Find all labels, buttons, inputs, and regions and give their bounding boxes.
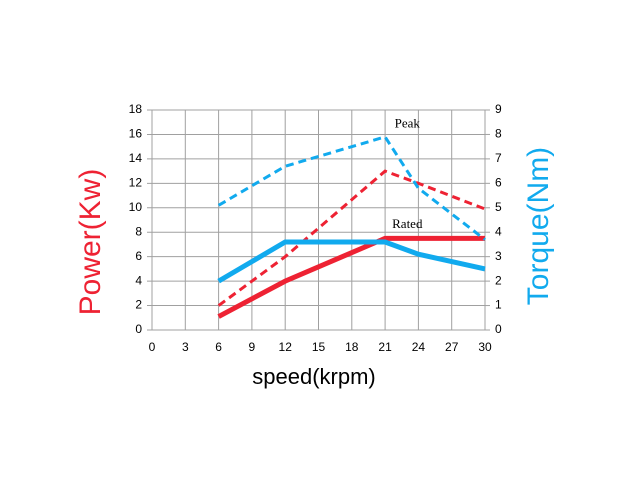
- x-tick-label: 9: [249, 340, 256, 354]
- series-line: [217, 235, 485, 319]
- x-tick-label: 12: [279, 340, 293, 354]
- y-tick-label: 8: [135, 224, 142, 238]
- y2-tick-label: 1: [495, 298, 502, 312]
- y2-tick-label: 9: [495, 102, 502, 116]
- y-tick-label: 6: [135, 249, 142, 263]
- y2-tick-label: 8: [495, 127, 502, 141]
- y2-tick-label: 2: [495, 273, 502, 287]
- y2-tick-label: 6: [495, 176, 502, 190]
- x-tick-label: 3: [182, 340, 189, 354]
- y-tick-label: 10: [129, 200, 143, 214]
- y2-axis-label: Torque(Nm): [522, 147, 555, 305]
- annotation: Rated: [392, 216, 423, 231]
- series-line: [217, 169, 486, 307]
- y-tick-label: 14: [129, 151, 143, 165]
- y2-tick-label: 5: [495, 200, 502, 214]
- y2-tick-label: 7: [495, 151, 502, 165]
- y2-tick-label: 4: [495, 224, 502, 238]
- x-tick-label: 24: [412, 340, 426, 354]
- y-tick-label: 0: [135, 322, 142, 336]
- y2-tick-label: 0: [495, 322, 502, 336]
- x-axis-label: speed(krpm): [252, 364, 375, 389]
- y2-tick-label: 3: [495, 249, 502, 263]
- series-line: [217, 239, 486, 284]
- x-tick-label: 30: [478, 340, 492, 354]
- y-tick-label: 4: [135, 273, 142, 287]
- x-tick-label: 21: [378, 340, 392, 354]
- y-tick-label: 18: [129, 102, 143, 116]
- y-tick-label: 16: [129, 127, 143, 141]
- x-tick-label: 15: [312, 340, 326, 354]
- x-tick-label: 18: [345, 340, 359, 354]
- x-tick-label: 0: [149, 340, 156, 354]
- y-tick-label: 12: [129, 176, 143, 190]
- y-tick-label: 2: [135, 298, 142, 312]
- x-tick-label: 6: [215, 340, 222, 354]
- y-axis-label: Power(Kw): [74, 169, 107, 316]
- x-tick-label: 27: [445, 340, 459, 354]
- annotation: Peak: [395, 116, 421, 131]
